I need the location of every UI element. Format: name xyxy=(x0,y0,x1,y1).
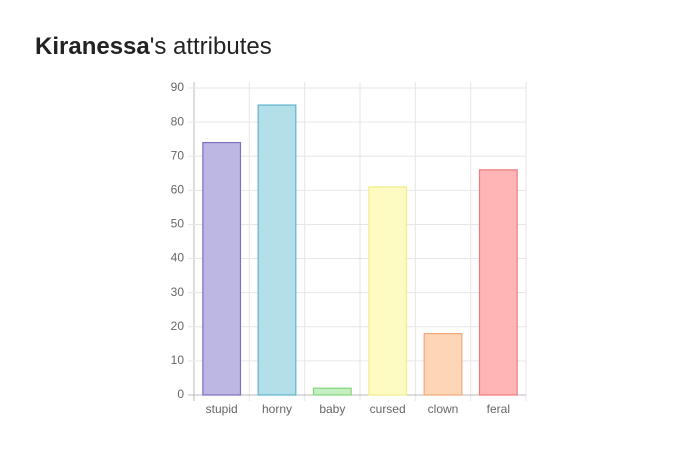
y-tick-label: 10 xyxy=(171,353,185,367)
y-tick-label: 40 xyxy=(171,251,185,265)
y-tick-label: 50 xyxy=(171,217,185,231)
y-tick-label: 90 xyxy=(171,80,185,94)
bar xyxy=(202,141,242,396)
y-tick-label: 0 xyxy=(177,387,184,401)
bar xyxy=(368,186,408,396)
bar xyxy=(478,169,518,396)
x-tick-label: clown xyxy=(428,402,459,416)
y-tick-label: 80 xyxy=(171,114,185,128)
x-tick-label: cursed xyxy=(370,402,406,416)
bar xyxy=(423,333,463,396)
bar xyxy=(257,104,297,396)
x-tick-label: stupid xyxy=(206,402,238,416)
title-rest: 's attributes xyxy=(150,33,272,60)
y-tick-label: 60 xyxy=(171,183,185,197)
bar xyxy=(312,387,352,396)
x-tick-label: baby xyxy=(319,402,345,416)
y-tick-label: 30 xyxy=(171,285,185,299)
y-tick-label: 20 xyxy=(171,319,185,333)
title-name: Kiranessa xyxy=(35,33,150,60)
x-tick-label: feral xyxy=(487,402,510,416)
y-tick-label: 70 xyxy=(171,148,185,162)
chart-title: Kiranessa's attributes xyxy=(35,33,272,60)
x-tick-label: horny xyxy=(262,402,292,416)
